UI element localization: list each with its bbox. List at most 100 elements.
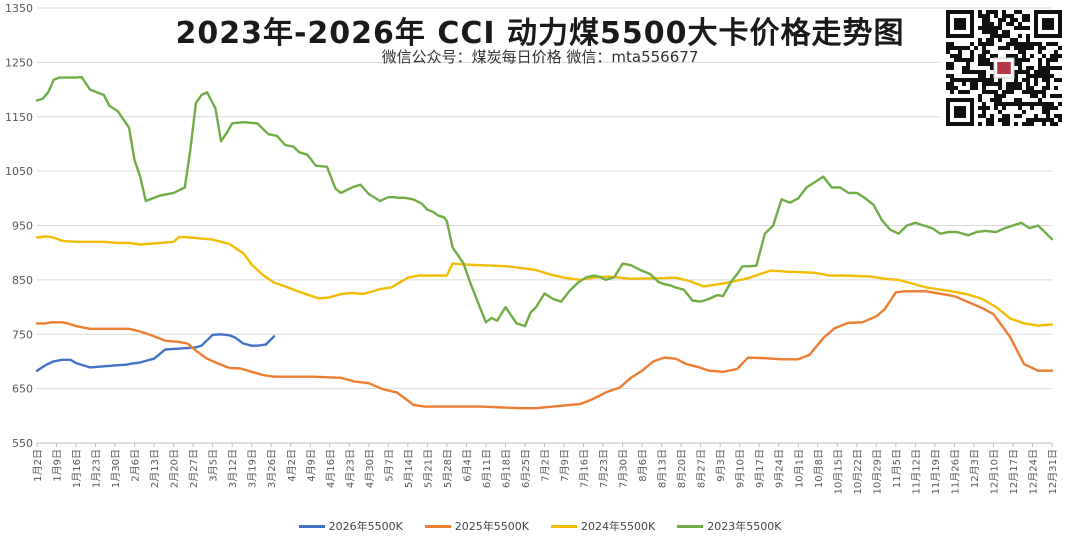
qr-module: [1030, 86, 1034, 90]
qr-module: [982, 30, 986, 34]
qr-module: [1014, 70, 1018, 74]
series-line-3: [35, 75, 1054, 328]
qr-module: [1034, 114, 1038, 118]
qr-module: [966, 70, 970, 74]
qr-module: [990, 118, 994, 122]
qr-module: [1054, 106, 1058, 110]
x-tick-label: 10月15日: [832, 449, 844, 494]
qr-module: [970, 54, 974, 58]
qr-module: [1042, 94, 1046, 98]
qr-module: [978, 58, 982, 62]
qr-module: [1022, 78, 1026, 82]
qr-module: [982, 14, 986, 18]
qr-module: [1026, 86, 1030, 90]
qr-module: [970, 78, 974, 82]
x-tick-label: 2月27日: [188, 449, 200, 488]
qr-module: [1022, 102, 1026, 106]
qr-module: [1034, 118, 1038, 122]
qr-module: [1050, 42, 1054, 46]
qr-module: [1002, 94, 1006, 98]
qr-module: [1014, 42, 1018, 46]
qr-module: [986, 90, 990, 94]
qr-module: [954, 58, 958, 62]
x-tick-label: 7月9日: [559, 449, 571, 482]
qr-module: [1022, 58, 1026, 62]
qr-module: [1022, 122, 1026, 126]
qr-module: [1030, 42, 1034, 46]
qr-module: [986, 10, 990, 14]
qr-module: [1022, 110, 1026, 114]
qr-module: [1018, 70, 1022, 74]
qr-module: [1046, 114, 1050, 118]
qr-module: [962, 46, 966, 50]
x-tick-label: 1月16日: [71, 449, 83, 488]
qr-module: [998, 26, 1002, 30]
qr-module: [958, 90, 962, 94]
qr-module: [1018, 26, 1022, 30]
qr-module: [982, 114, 986, 118]
qr-module: [1018, 82, 1022, 86]
qr-module: [970, 58, 974, 62]
qr-module: [978, 14, 982, 18]
x-tick-label: 6月11日: [481, 449, 493, 488]
qr-module: [1018, 66, 1022, 70]
qr-module: [1002, 46, 1006, 50]
qr-module: [986, 26, 990, 30]
qr-module: [994, 98, 998, 102]
qr-module: [1054, 50, 1058, 54]
qr-module: [954, 86, 958, 90]
series-line-2: [35, 235, 1054, 327]
x-tick-label: 1月9日: [52, 449, 64, 482]
qr-module: [982, 26, 986, 30]
qr-module: [998, 18, 1002, 22]
qr-module: [982, 42, 986, 46]
qr-module: [974, 82, 978, 86]
qr-module: [1038, 42, 1042, 46]
qr-module: [1002, 114, 1006, 118]
qr-module: [1042, 102, 1046, 106]
qr-module: [1018, 46, 1022, 50]
qr-module: [994, 34, 998, 38]
qr-module: [1026, 38, 1030, 42]
qr-module: [966, 90, 970, 94]
qr-module: [1018, 62, 1022, 66]
qr-module: [1026, 46, 1030, 50]
qr-module: [982, 90, 986, 94]
qr-module: [990, 122, 994, 126]
legend-swatch: [677, 524, 704, 528]
qr-module: [998, 102, 1002, 106]
qr-module: [1026, 14, 1030, 18]
qr-module: [986, 42, 990, 46]
qr-module: [978, 122, 982, 126]
qr-module: [1038, 74, 1042, 78]
legend-label: 2023年5500K: [707, 520, 782, 533]
x-tick-label: 11月26日: [949, 449, 961, 494]
y-tick-label: 1250: [5, 56, 33, 69]
qr-module: [1058, 94, 1062, 98]
x-tick-label: 6月4日: [461, 449, 473, 482]
qr-module: [1002, 90, 1006, 94]
x-tick-label: 12月10日: [988, 449, 1000, 494]
qr-module: [962, 78, 966, 82]
qr-module: [1046, 62, 1050, 66]
qr-module: [982, 46, 986, 50]
chart-title: 2023年-2026年 CCI 动力煤5500大卡价格走势图: [175, 16, 905, 51]
qr-module: [1010, 38, 1014, 42]
qr-module: [1010, 14, 1014, 18]
qr-module: [1034, 74, 1038, 78]
qr-module: [998, 98, 1002, 102]
qr-module: [966, 78, 970, 82]
qr-module: [958, 54, 962, 58]
qr-module: [982, 50, 986, 54]
x-tick-label: 10月8日: [813, 449, 825, 488]
qr-module: [1014, 78, 1018, 82]
qr-module: [994, 94, 998, 98]
qr-module: [1006, 54, 1010, 58]
qr-module: [1014, 10, 1018, 14]
qr-module: [1050, 58, 1054, 62]
x-tick-label: 4月16日: [325, 449, 337, 488]
x-tick-label: 5月21日: [422, 449, 434, 488]
qr-module: [1042, 46, 1046, 50]
qr-module: [1022, 46, 1026, 50]
